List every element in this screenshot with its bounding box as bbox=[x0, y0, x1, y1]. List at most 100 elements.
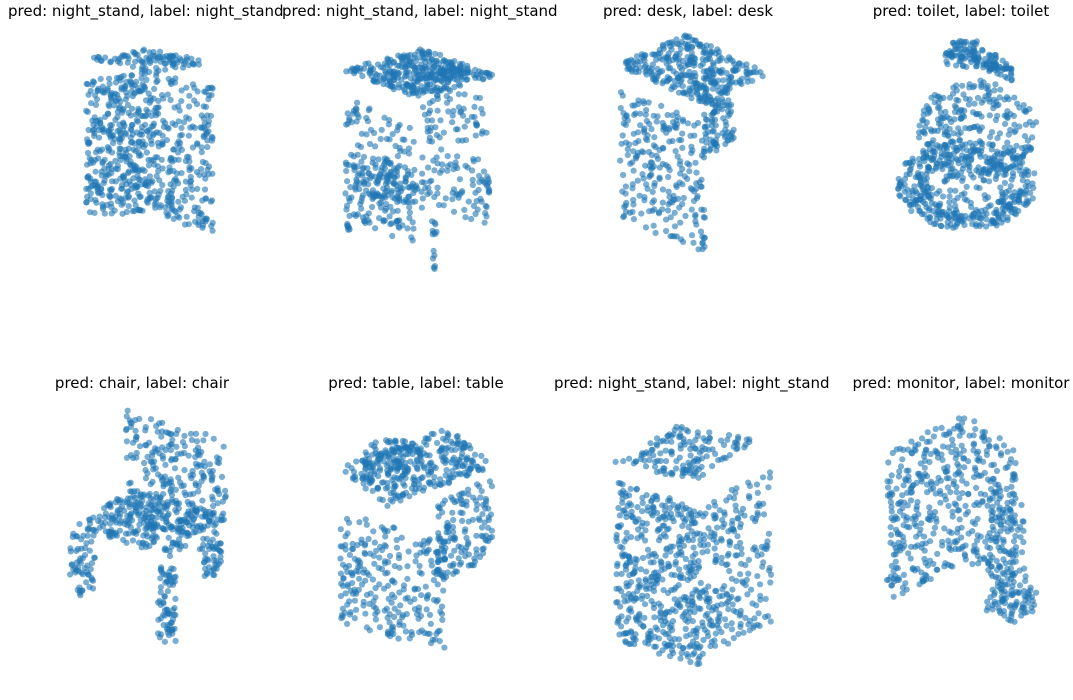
point bbox=[978, 221, 985, 228]
point bbox=[660, 628, 667, 636]
point bbox=[1033, 119, 1040, 126]
point bbox=[391, 594, 398, 601]
point bbox=[996, 94, 1003, 101]
point bbox=[164, 512, 171, 519]
point bbox=[155, 599, 162, 606]
point bbox=[153, 64, 160, 71]
point bbox=[389, 131, 396, 138]
point bbox=[386, 619, 393, 626]
point bbox=[405, 548, 412, 555]
point bbox=[364, 165, 371, 172]
point bbox=[174, 59, 181, 66]
point bbox=[409, 198, 416, 206]
point bbox=[671, 122, 678, 129]
point bbox=[960, 91, 967, 98]
point bbox=[452, 162, 459, 169]
point bbox=[637, 566, 644, 573]
point bbox=[623, 112, 630, 119]
point bbox=[628, 502, 635, 509]
point bbox=[423, 595, 431, 602]
point bbox=[920, 107, 927, 114]
point bbox=[401, 164, 409, 171]
point bbox=[175, 118, 182, 125]
point bbox=[700, 68, 707, 75]
point bbox=[421, 484, 428, 491]
point bbox=[206, 461, 213, 468]
subplot-3: pred: desk, label: desk bbox=[554, 0, 822, 328]
point bbox=[95, 134, 103, 141]
point bbox=[409, 63, 416, 70]
point bbox=[615, 504, 622, 512]
point bbox=[384, 527, 391, 535]
point bbox=[630, 635, 637, 642]
point bbox=[140, 510, 147, 517]
point bbox=[639, 519, 646, 526]
point bbox=[130, 454, 137, 462]
point bbox=[441, 555, 448, 563]
point bbox=[411, 585, 419, 592]
point bbox=[997, 86, 1004, 93]
point bbox=[669, 514, 676, 522]
point bbox=[449, 496, 456, 503]
point bbox=[444, 167, 451, 174]
point bbox=[944, 223, 951, 230]
point bbox=[983, 216, 990, 223]
point bbox=[488, 483, 495, 490]
point bbox=[664, 111, 671, 119]
point bbox=[76, 521, 83, 528]
point bbox=[372, 143, 379, 150]
point bbox=[909, 187, 916, 194]
point bbox=[435, 513, 442, 520]
point bbox=[164, 499, 171, 506]
point bbox=[651, 633, 658, 640]
point bbox=[943, 212, 951, 219]
point bbox=[680, 542, 687, 549]
point bbox=[672, 558, 679, 566]
point bbox=[163, 52, 170, 59]
point bbox=[471, 558, 479, 565]
point bbox=[438, 427, 445, 434]
point bbox=[918, 171, 925, 178]
point bbox=[679, 613, 686, 620]
point bbox=[428, 117, 436, 124]
point bbox=[685, 614, 692, 621]
point bbox=[694, 429, 701, 436]
point bbox=[209, 473, 216, 480]
point bbox=[394, 172, 401, 179]
point bbox=[89, 81, 96, 88]
point bbox=[84, 193, 91, 200]
point bbox=[432, 50, 439, 57]
point bbox=[664, 207, 672, 214]
point bbox=[404, 575, 411, 582]
point bbox=[666, 431, 673, 438]
point bbox=[1002, 73, 1009, 80]
point bbox=[656, 146, 663, 154]
point bbox=[458, 76, 465, 83]
point bbox=[729, 57, 736, 65]
point bbox=[669, 41, 677, 48]
point bbox=[693, 640, 700, 648]
point bbox=[384, 569, 391, 576]
point bbox=[973, 38, 980, 45]
point bbox=[345, 562, 353, 569]
point bbox=[116, 527, 123, 534]
point bbox=[673, 458, 680, 465]
point bbox=[946, 48, 953, 55]
point bbox=[628, 508, 635, 515]
point bbox=[411, 489, 418, 496]
point bbox=[440, 587, 447, 594]
point bbox=[360, 480, 367, 487]
point bbox=[952, 202, 959, 210]
point bbox=[935, 99, 942, 106]
point bbox=[1025, 183, 1032, 190]
point bbox=[425, 51, 433, 58]
point bbox=[667, 199, 674, 206]
point bbox=[376, 581, 383, 588]
point bbox=[959, 152, 966, 159]
point bbox=[437, 51, 444, 58]
point bbox=[438, 146, 445, 153]
point bbox=[127, 134, 134, 141]
point bbox=[428, 177, 435, 184]
point bbox=[434, 107, 441, 114]
point bbox=[945, 152, 953, 159]
